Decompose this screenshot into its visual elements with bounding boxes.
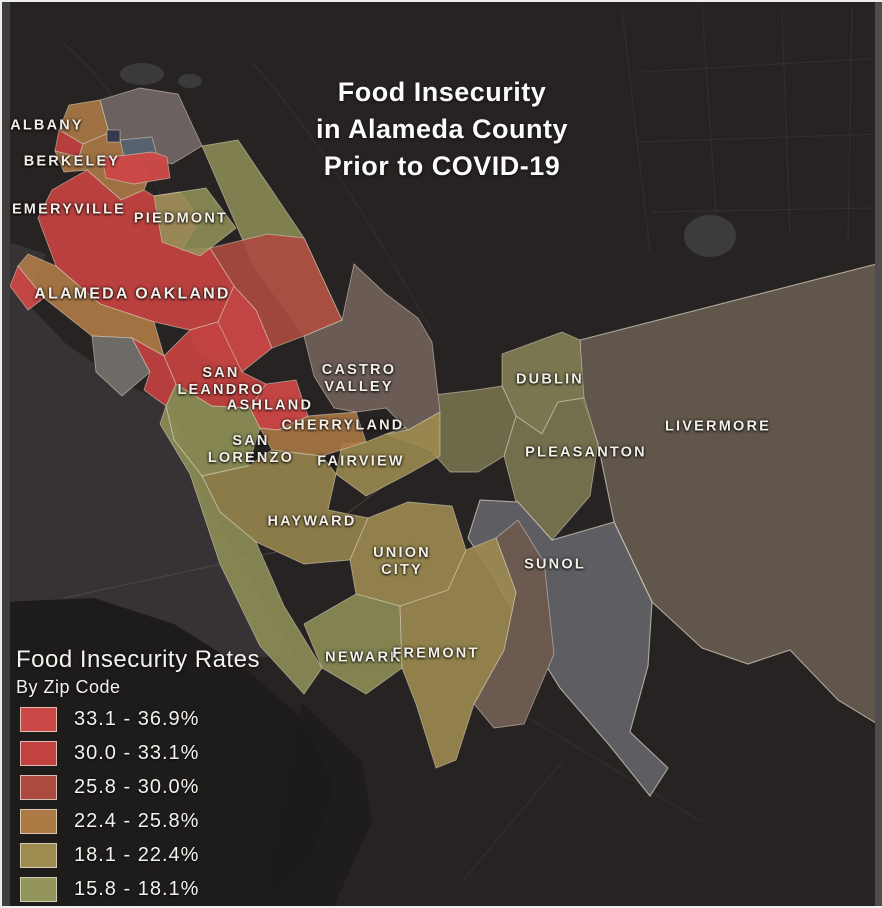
- legend-items: 33.1 - 36.9% 30.0 - 33.1% 25.8 - 30.0% 22.4…: [16, 707, 260, 902]
- city-label: DUBLIN: [516, 371, 584, 388]
- legend-item: 15.8 - 18.1%: [16, 877, 260, 902]
- legend-item-label: 25.8 - 30.0%: [74, 776, 200, 798]
- map-edge-left: [2, 2, 10, 906]
- legend-item-label: 22.4 - 25.8%: [74, 810, 200, 832]
- city-label: PIEDMONT: [133, 210, 229, 227]
- city-label: NEWARK: [325, 649, 403, 666]
- city-label: CHERRYLAND: [281, 417, 405, 434]
- zone-piedmont: [153, 187, 237, 257]
- legend-item-label: 33.1 - 36.9%: [74, 708, 200, 730]
- city-label: PLEASANTON: [525, 444, 647, 461]
- legend-item-label: 30.0 - 33.1%: [74, 742, 200, 764]
- city-label: ALAMEDA: [34, 285, 130, 303]
- city-label: CASTRO VALLEY: [321, 361, 397, 395]
- legend-item-label: 18.1 - 22.4%: [74, 844, 200, 866]
- city-label: HAYWARD: [267, 513, 357, 530]
- legend-item: 30.0 - 33.1%: [16, 741, 260, 766]
- map-title-line3: Prior to COVID-19: [323, 151, 561, 181]
- city-label: ASHLAND: [226, 397, 314, 414]
- city-label: ALBANY: [10, 117, 84, 134]
- legend-swatch: [20, 775, 57, 800]
- city-label: SUNOL: [524, 556, 586, 573]
- city-label: BERKELEY: [23, 153, 121, 170]
- zone-east-oakland: [209, 233, 343, 349]
- city-label: OAKLAND: [135, 285, 231, 303]
- zone-fairview: [335, 411, 441, 497]
- zone-bay-farm: [91, 335, 151, 397]
- city-label: LIVERMORE: [665, 418, 771, 435]
- legend: Food Insecurity Rates By Zip Code 33.1 -…: [16, 646, 260, 902]
- legend-swatch: [20, 741, 57, 766]
- map-title-line1: Food Insecurity: [337, 77, 547, 107]
- reservoir: [120, 63, 164, 85]
- city-label: UNION CITY: [373, 544, 431, 578]
- zone-fremont: [399, 537, 517, 769]
- marsh-dark-area: [2, 598, 334, 906]
- map-title-line2: in Alameda County: [315, 114, 569, 144]
- city-label: EMERYVILLE: [11, 201, 127, 218]
- zone-newark: [303, 593, 403, 695]
- legend-subtitle: By Zip Code: [16, 677, 121, 697]
- lake: [684, 215, 736, 257]
- zone-alameda-point: [9, 265, 45, 311]
- zone-berkeley-red: [101, 151, 171, 185]
- legend-item: 33.1 - 36.9%: [16, 707, 260, 732]
- legend-title: Food Insecurity Rates: [16, 646, 260, 673]
- legend-item: 18.1 - 22.4%: [16, 843, 260, 868]
- map-edge-right: [875, 2, 882, 906]
- legend-item-label: 15.8 - 18.1%: [74, 878, 200, 900]
- zone-berkeley-navy: [106, 129, 121, 143]
- legend-item: 25.8 - 30.0%: [16, 775, 260, 800]
- marsh-dark-area-2: [262, 702, 372, 906]
- zone-ashland: [249, 379, 309, 431]
- legend-swatch: [20, 877, 57, 902]
- city-label: FREMONT: [392, 645, 480, 662]
- legend-swatch: [20, 707, 57, 732]
- city-label: SAN LORENZO: [207, 432, 295, 466]
- city-label: FAIRVIEW: [317, 453, 405, 470]
- city-label: SAN LEANDRO: [177, 364, 265, 398]
- legend-swatch: [20, 809, 57, 834]
- map-title: Food Insecurity in Alameda County Prior …: [2, 74, 882, 185]
- legend-item: 22.4 - 25.8%: [16, 809, 260, 834]
- reservoir: [178, 74, 202, 88]
- zone-pleasanton: [503, 397, 599, 541]
- legend-swatch: [20, 843, 57, 868]
